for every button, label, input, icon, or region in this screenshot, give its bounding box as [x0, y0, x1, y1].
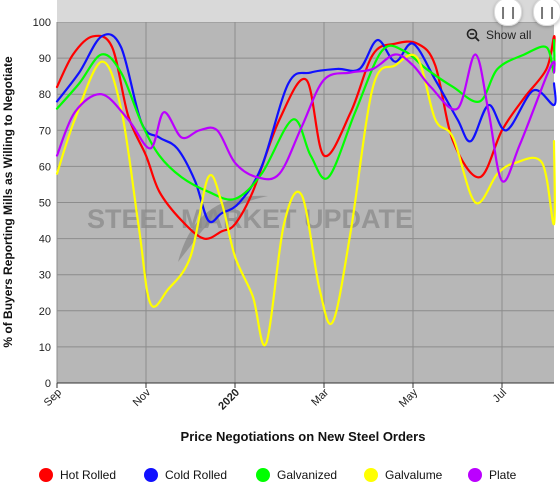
legend-marker-cold-rolled — [144, 468, 158, 482]
x-tick-label: Jul — [491, 387, 509, 405]
series-lines — [55, 33, 557, 347]
x-tick-label: Nov — [131, 386, 154, 409]
top-band — [57, 0, 554, 22]
legend-label-plate: Plate — [489, 468, 517, 482]
legend-marker-galvanized — [256, 468, 270, 482]
zoom-out-icon — [466, 28, 480, 42]
legend-marker-hot-rolled — [39, 468, 53, 482]
y-tick-label: 60 — [39, 161, 51, 173]
y-tick-label: 80 — [39, 89, 51, 101]
x-tick-label: May — [397, 386, 421, 410]
y-tick-label: 0 — [45, 378, 51, 390]
legend: Hot Rolled Cold Rolled Galvanized Galvalume… — [39, 468, 517, 482]
series-line-galvalume — [55, 53, 556, 347]
navigator-band — [57, 0, 554, 22]
show-all-button[interactable]: Show all — [466, 28, 531, 42]
show-all-label: Show all — [486, 28, 532, 42]
x-tick-label: 2020 — [216, 387, 242, 413]
pause-button[interactable]: ❙❙ — [494, 0, 522, 26]
pause-button-2[interactable]: ❙❙ — [533, 0, 560, 26]
y-tick-label: 90 — [39, 53, 51, 65]
y-tick-label: 50 — [39, 198, 51, 210]
y-tick-label: 10 — [39, 342, 51, 354]
y-tick-label: 20 — [39, 306, 51, 318]
x-axis-label: Price Negotiations on New Steel Orders — [181, 429, 426, 444]
legend-label-hot-rolled: Hot Rolled — [60, 468, 116, 482]
legend-label-cold-rolled: Cold Rolled — [165, 468, 227, 482]
y-tick-label: 70 — [39, 125, 51, 137]
series-line-hot-rolled — [55, 34, 556, 240]
legend-marker-galvalume — [364, 468, 378, 482]
y-tick-label: 30 — [39, 270, 51, 282]
y-tick-label: 40 — [39, 234, 51, 246]
grid — [56, 21, 554, 384]
y-axis-label: % of Buyers Reporting Mills as Willing t… — [1, 56, 15, 348]
legend-marker-plate — [468, 468, 482, 482]
legend-label-galvanized: Galvanized — [277, 468, 337, 482]
watermark-text: STEEL MARKET UPDATE — [87, 204, 413, 234]
x-tick-label: Mar — [309, 386, 331, 408]
legend-label-galvalume: Galvalume — [385, 468, 443, 482]
y-tick-label: 100 — [33, 17, 51, 29]
series-line-galvanized — [55, 38, 556, 201]
series-line-plate — [55, 53, 556, 183]
